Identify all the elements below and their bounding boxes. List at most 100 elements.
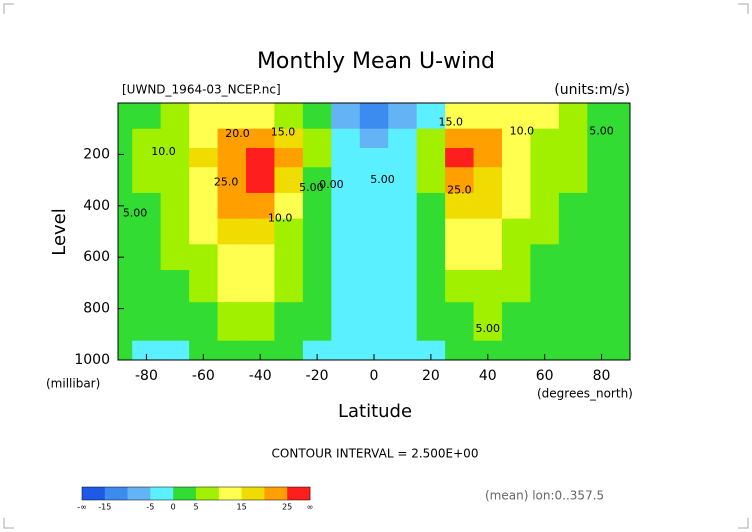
contour-cell: [331, 244, 361, 271]
contour-cell: [132, 147, 162, 168]
contour-cell: [502, 340, 531, 361]
contour-cell: [587, 302, 617, 342]
contour-cell: [217, 244, 247, 271]
contour-cell: [132, 302, 162, 342]
contour-cell: [388, 270, 418, 303]
colorbar-frame: [81, 486, 311, 501]
contour-cell: [445, 340, 475, 361]
contour-cell: [302, 340, 332, 361]
contour-cell: [473, 270, 503, 303]
mean-note: (mean) lon:0..357.5: [485, 489, 604, 503]
contour-cell: [530, 128, 560, 149]
colorbar-label: 5: [193, 503, 198, 512]
contour-label: 25.0: [447, 183, 472, 196]
contour-cell: [388, 302, 418, 342]
contour-cell: [118, 147, 133, 168]
contour-cell: [274, 103, 304, 130]
contour-cell: [160, 302, 190, 342]
contour-cell: [217, 302, 247, 342]
colorbar-label: 25: [282, 503, 292, 512]
contour-cell: [558, 302, 588, 342]
contour-cell: [587, 103, 617, 130]
contour-cell: [302, 167, 332, 194]
contour-cell: [331, 340, 361, 361]
contour-cell: [160, 192, 190, 220]
contour-cell: [530, 192, 560, 220]
contour-cell: [587, 167, 617, 194]
contour-cell: [246, 167, 275, 194]
corner-marks: [3, 3, 749, 529]
contour-label: 10.0: [510, 124, 535, 137]
x-axis-unit: (degrees_north): [537, 387, 633, 401]
contour-cell: [359, 302, 389, 342]
contour-cell: [132, 192, 162, 220]
contour-cell: [189, 192, 219, 220]
contour-cell: [246, 192, 275, 220]
contour-label: 10.0: [151, 145, 176, 158]
contour-cell: [189, 302, 219, 342]
contour-cell: [530, 302, 560, 342]
colorbar-label: -5: [146, 503, 154, 512]
contour-cell: [302, 302, 332, 342]
contour-cell: [132, 128, 162, 149]
contour-cell: [331, 128, 361, 149]
contour-label: 25.0: [214, 176, 239, 189]
y-axis-label: Level: [49, 208, 70, 256]
contour-cell: [473, 147, 503, 168]
contour-cell: [502, 192, 531, 220]
contour-cell: [359, 192, 389, 220]
contour-cell: [558, 192, 588, 220]
contour-cell: [160, 340, 190, 361]
contour-cell: [274, 218, 304, 245]
colorbar-swatch: [104, 487, 128, 500]
contour-cell: [445, 192, 475, 220]
contour-cell: [217, 147, 247, 168]
y-tick-label: 200: [83, 146, 110, 162]
contour-cell: [416, 147, 446, 168]
contour-cell: [359, 147, 389, 168]
colorbar-swatch: [173, 487, 197, 500]
x-tick-label: 80: [593, 368, 611, 384]
contour-cell: [416, 302, 446, 342]
colorbar-swatch: [196, 487, 220, 500]
contour-cell: [558, 218, 588, 245]
contour-cell: [331, 302, 361, 342]
contour-cell: [274, 192, 304, 220]
contour-cell: [189, 218, 219, 245]
contour-cell: [217, 270, 247, 303]
contour-cell: [118, 244, 133, 271]
subtitle: [UWND_1964-03_NCEP.nc]: [122, 83, 281, 97]
colorbar-swatch: [127, 487, 151, 500]
contour-cell: [558, 147, 588, 168]
contour-cell: [587, 244, 617, 271]
y-tick-label: 600: [83, 249, 110, 265]
contour-cell: [558, 244, 588, 271]
contour-label: 0.00: [319, 178, 344, 191]
contour-cell: [132, 270, 162, 303]
contour-cell: [359, 244, 389, 271]
contour-cell: [473, 218, 503, 245]
contour-cell: [246, 147, 275, 168]
contour-cell: [132, 340, 162, 361]
contour-cell: [502, 147, 531, 168]
contour-cell: [388, 128, 418, 149]
y-axis-unit: (millibar): [46, 377, 100, 391]
contour-label: 10.0: [268, 212, 293, 225]
contour-cell: [502, 128, 531, 149]
contour-cell: [217, 103, 247, 130]
contour-cell: [118, 167, 133, 194]
x-tick-label: -20: [306, 368, 329, 384]
contour-cell: [502, 244, 531, 271]
contour-label: 5.00: [476, 322, 501, 335]
y-tick-label: 400: [83, 198, 110, 214]
contour-cell: [302, 103, 332, 130]
contour-cell: [416, 244, 446, 271]
contour-cell: [473, 103, 503, 130]
contour-cell: [416, 340, 446, 361]
contour-cell: [615, 167, 631, 194]
contour-cell: [331, 270, 361, 303]
contour-cell: [132, 244, 162, 271]
contour-cell: [587, 147, 617, 168]
contour-cell: [473, 192, 503, 220]
